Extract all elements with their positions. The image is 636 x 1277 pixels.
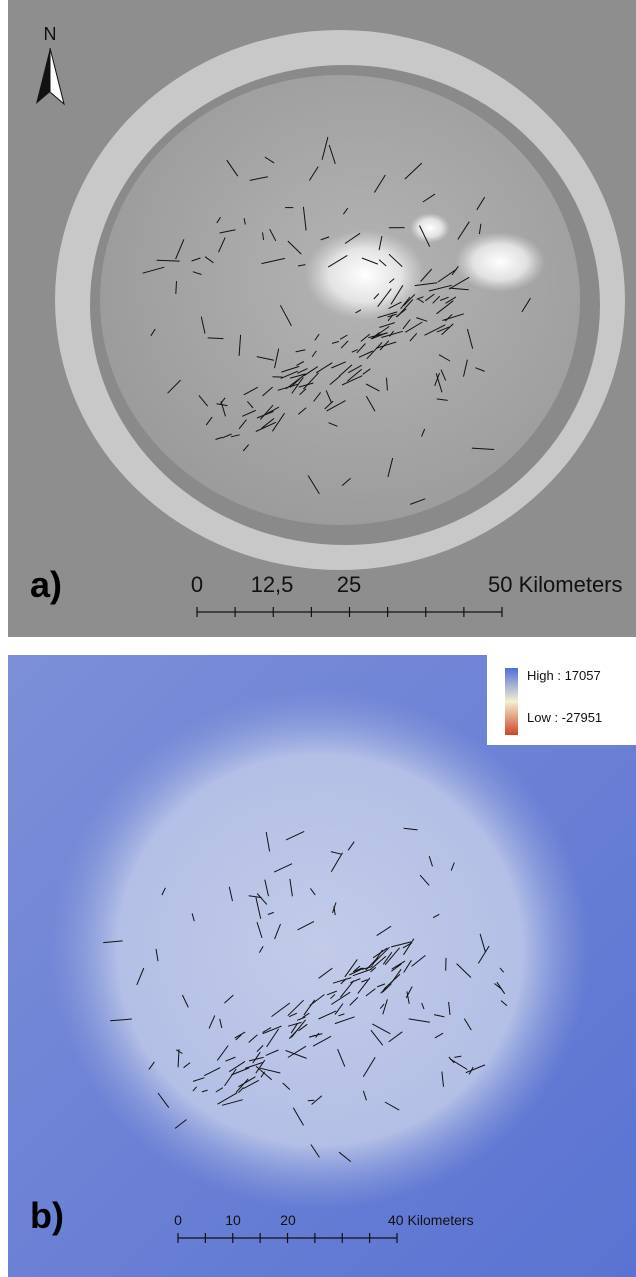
crater-elevation	[50, 690, 590, 1210]
fracture	[208, 338, 224, 339]
scale-label: 20	[280, 1212, 296, 1228]
scale-label: 40 Kilometers	[388, 1212, 474, 1228]
figure: N a) 0 12,5 25 50 Kilometers High : 1705…	[0, 0, 636, 1277]
page: N a) 0 12,5 25 50 Kilometers High : 1705…	[0, 0, 636, 1277]
bright-spot	[455, 232, 545, 292]
scale-label: 12,5	[251, 572, 294, 597]
scale-label: 10	[225, 1212, 241, 1228]
scale-label: 25	[337, 572, 361, 597]
scale-label: 50 Kilometers	[488, 572, 623, 597]
north-label: N	[44, 24, 57, 44]
scale-label: 0	[191, 572, 203, 597]
scale-label: 0	[174, 1212, 182, 1228]
panel-label: a)	[30, 564, 62, 605]
panel-a: N a) 0 12,5 25 50 Kilometers	[8, 0, 636, 637]
panel-label: b)	[30, 1195, 64, 1236]
legend-high: High : 17057	[527, 668, 601, 683]
panel-b: High : 17057 Low : -27951 b) 0 10 20 40 …	[8, 655, 636, 1277]
legend-low: Low : -27951	[527, 710, 602, 725]
legend-ramp	[505, 668, 518, 735]
fracture	[176, 281, 177, 294]
bright-spot	[410, 213, 450, 243]
